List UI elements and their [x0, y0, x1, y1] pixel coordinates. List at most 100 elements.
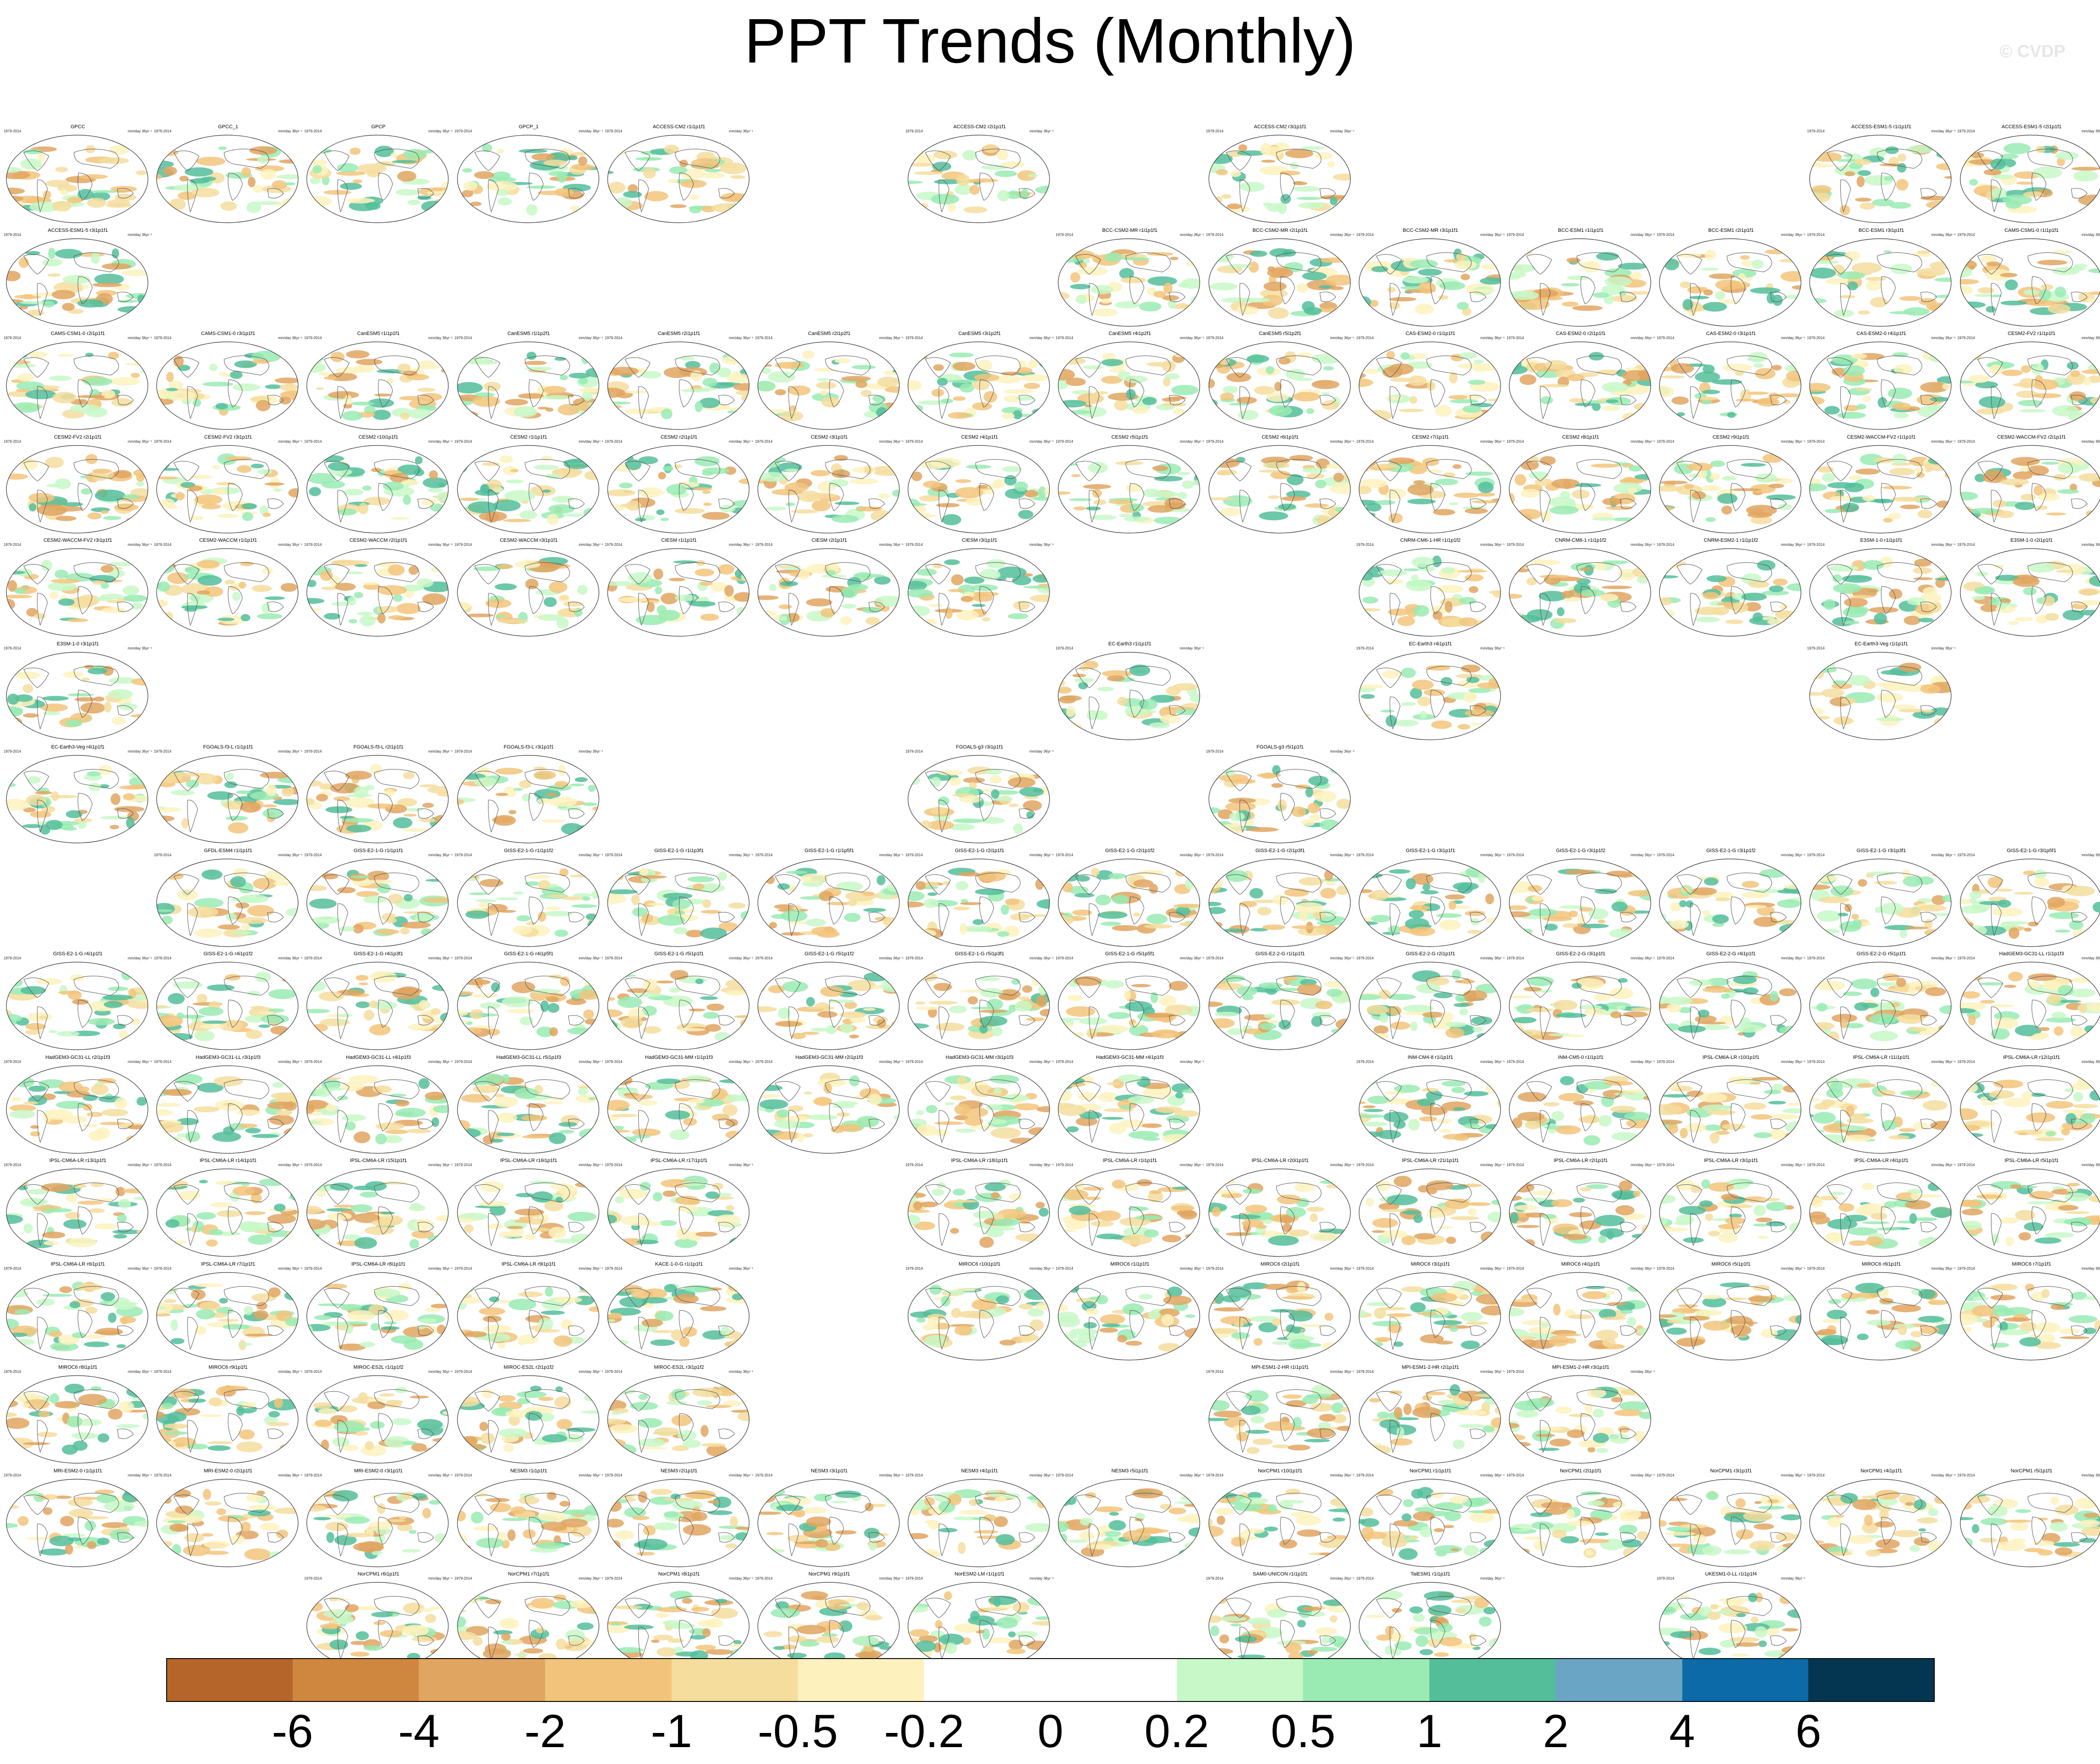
trend-patch — [482, 144, 492, 152]
coastline — [1526, 254, 1552, 275]
map-panel-units: mm/day 36yr⁻¹ — [1480, 646, 1505, 650]
trend-patch — [1942, 383, 1951, 390]
map-panel-plot — [457, 135, 599, 223]
map-panel-units: mm/day 36yr⁻¹ — [428, 853, 453, 857]
map-panel-units: mm/day 36yr⁻¹ — [729, 853, 753, 857]
map-outline — [1960, 135, 2100, 223]
coastline — [187, 593, 198, 626]
trend-patch — [1414, 304, 1434, 314]
trend-patch — [1083, 484, 1112, 489]
trend-patch — [877, 875, 886, 885]
trend-patch — [199, 1007, 224, 1016]
trend-patch — [1246, 355, 1269, 363]
trend-patch — [1058, 491, 1071, 495]
map-panel-plot — [1359, 858, 1501, 947]
map-panel-units: mm/day 36yr⁻¹ — [127, 749, 152, 754]
trend-patch — [2000, 921, 2029, 925]
trend-patch — [250, 396, 272, 402]
map-panel-plot — [1809, 858, 1952, 947]
map-panel-field — [457, 974, 599, 1040]
trend-patch — [1764, 249, 1788, 254]
trend-patch — [2032, 393, 2062, 398]
map-panel-period: 1979-2014 — [4, 232, 21, 237]
trend-patch — [216, 482, 236, 486]
map-panel: CanESM5 r1i1p2f1 1979-2014 mm/day 36yr⁻¹ — [454, 331, 604, 430]
map-panel-plot — [1058, 858, 1200, 947]
trend-patch — [765, 875, 775, 884]
trend-patch — [1004, 475, 1017, 486]
trend-patch — [840, 616, 852, 625]
trend-patch — [908, 1023, 929, 1029]
trend-patch — [1438, 919, 1461, 930]
trend-patch — [622, 390, 647, 394]
map-panel: CanESM5 r3i1p2f1 1979-2014 mm/day 36yr⁻¹ — [904, 331, 1055, 430]
trend-patch — [1406, 878, 1416, 890]
trend-patch — [2042, 596, 2055, 607]
trend-patch — [354, 592, 363, 598]
trend-patch — [1101, 359, 1124, 366]
trend-patch — [2008, 621, 2019, 625]
trend-patch — [1885, 146, 1899, 154]
trend-patch — [914, 154, 935, 163]
coastline — [78, 276, 93, 304]
trend-patch — [266, 784, 277, 796]
coastline — [2031, 896, 2047, 925]
trend-patch — [1601, 284, 1625, 295]
trend-patch — [237, 916, 268, 924]
trend-patch — [2033, 485, 2043, 496]
trend-patch — [1114, 399, 1129, 411]
coastline — [1977, 254, 2003, 275]
trend-patch — [741, 394, 749, 402]
map-outline — [306, 548, 449, 637]
trend-patch — [1400, 352, 1410, 360]
trend-patch — [1485, 893, 1494, 904]
trend-patch — [570, 205, 580, 212]
trend-patch — [351, 402, 375, 406]
trend-patch — [1285, 149, 1313, 158]
map-panel-plot — [6, 962, 148, 1050]
trend-patch — [1079, 664, 1089, 671]
trend-patch — [1844, 482, 1864, 492]
trend-patch — [1893, 403, 1911, 410]
trend-patch — [1444, 601, 1453, 613]
trend-patch — [1454, 260, 1477, 269]
trend-patch — [1019, 787, 1044, 797]
trend-patch — [694, 456, 719, 466]
trend-patch — [2037, 493, 2060, 501]
trend-patch — [1329, 286, 1344, 290]
trend-patch — [232, 930, 252, 935]
coastline — [1018, 188, 1035, 199]
trend-patch — [1565, 869, 1596, 874]
map-panel: GPCP 1979-2014 mm/day 36yr⁻¹ — [303, 124, 453, 224]
trend-patch — [1278, 357, 1291, 365]
map-panel-units: mm/day 36yr⁻¹ — [1330, 853, 1354, 857]
trend-patch — [218, 924, 240, 930]
trend-patch — [1293, 377, 1312, 382]
trend-patch — [719, 162, 746, 174]
map-panel-units: mm/day 36yr⁻¹ — [127, 232, 152, 237]
trend-patch — [1359, 373, 1366, 378]
trend-patch — [1606, 397, 1631, 406]
trend-patch — [1894, 412, 1909, 419]
trend-patch — [851, 365, 876, 370]
map-panel-units: mm/day 36yr⁻¹ — [278, 749, 303, 754]
map-outline — [1058, 238, 1200, 327]
trend-patch — [42, 258, 63, 267]
trend-patch — [568, 156, 578, 161]
trend-patch — [404, 894, 413, 901]
trend-patch — [841, 376, 871, 382]
map-panel-period: 1979-2014 — [1356, 956, 1374, 960]
trend-patch — [674, 508, 705, 514]
trend-patch — [209, 364, 218, 372]
trend-patch — [2016, 181, 2034, 185]
trend-patch — [1613, 482, 1643, 493]
trend-patch — [1087, 1028, 1097, 1039]
trend-patch — [1464, 574, 1484, 581]
trend-patch — [252, 585, 272, 592]
trend-patch — [627, 184, 638, 193]
coastline — [224, 562, 269, 582]
trend-patch — [959, 796, 982, 803]
trend-patch — [55, 515, 77, 521]
trend-patch — [1003, 389, 1034, 394]
trend-patch — [1371, 266, 1388, 272]
